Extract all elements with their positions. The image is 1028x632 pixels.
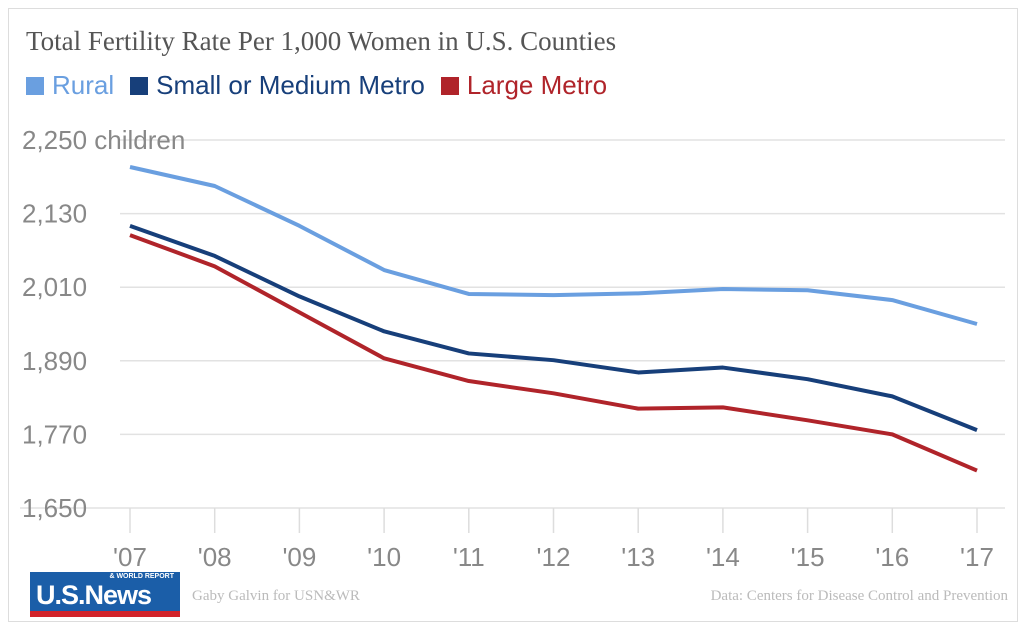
source-text: Data: Centers for Disease Control and Pr… <box>710 588 1008 604</box>
legend-label: Small or Medium Metro <box>156 70 425 100</box>
x-tick-label: '08 <box>198 542 232 572</box>
series-line-rural <box>129 165 978 326</box>
legend-item-large-metro: Large Metro <box>440 70 608 101</box>
x-tick-label: '11 <box>453 542 485 572</box>
x-tick-label: '12 <box>537 542 571 572</box>
legend-label: Rural <box>52 70 115 100</box>
series-line-large-metro <box>129 233 978 473</box>
legend-label: Large Metro <box>466 70 608 100</box>
legend-item-small-medium-metro: Small or Medium Metro <box>130 70 425 101</box>
x-tick-label: '09 <box>282 542 316 572</box>
y-tick-label: 2,250 children <box>22 125 185 155</box>
legend-swatch-rural <box>26 76 44 95</box>
y-tick-label: 1,890 <box>22 346 87 376</box>
x-tick-label: '16 <box>875 542 909 572</box>
x-tick-label: '17 <box>960 542 994 572</box>
x-tick-label: '13 <box>621 542 655 572</box>
y-tick-label: 1,770 <box>22 419 87 449</box>
chart-title: Total Fertility Rate Per 1,000 Women in … <box>26 26 617 56</box>
series-line-small-or-medium-metro <box>129 223 978 432</box>
credit-text: Gaby Galvin for USN&WR <box>192 588 360 604</box>
y-tick-label: 2,130 <box>22 199 87 229</box>
legend-swatch-large-metro <box>440 76 459 95</box>
y-tick-label: 2,010 <box>22 272 87 302</box>
chart-frame <box>8 8 1018 622</box>
x-tick-label: '14 <box>706 542 740 572</box>
x-tick-label: '07 <box>113 542 147 572</box>
logo-subtext: & WORLD REPORT <box>109 573 174 580</box>
legend-item-rural: Rural <box>26 70 114 101</box>
x-tick-label: '15 <box>791 542 825 572</box>
legend-swatch-small-medium-metro <box>130 76 149 95</box>
x-tick-label: '10 <box>367 542 401 572</box>
y-tick-label: 1,650 <box>22 493 87 523</box>
logo-text: U.S.News <box>36 580 152 610</box>
legend: Rural Small or Medium Metro Large Metro <box>26 70 607 101</box>
usnews-logo: & WORLD REPORT U.S.News <box>30 572 180 618</box>
